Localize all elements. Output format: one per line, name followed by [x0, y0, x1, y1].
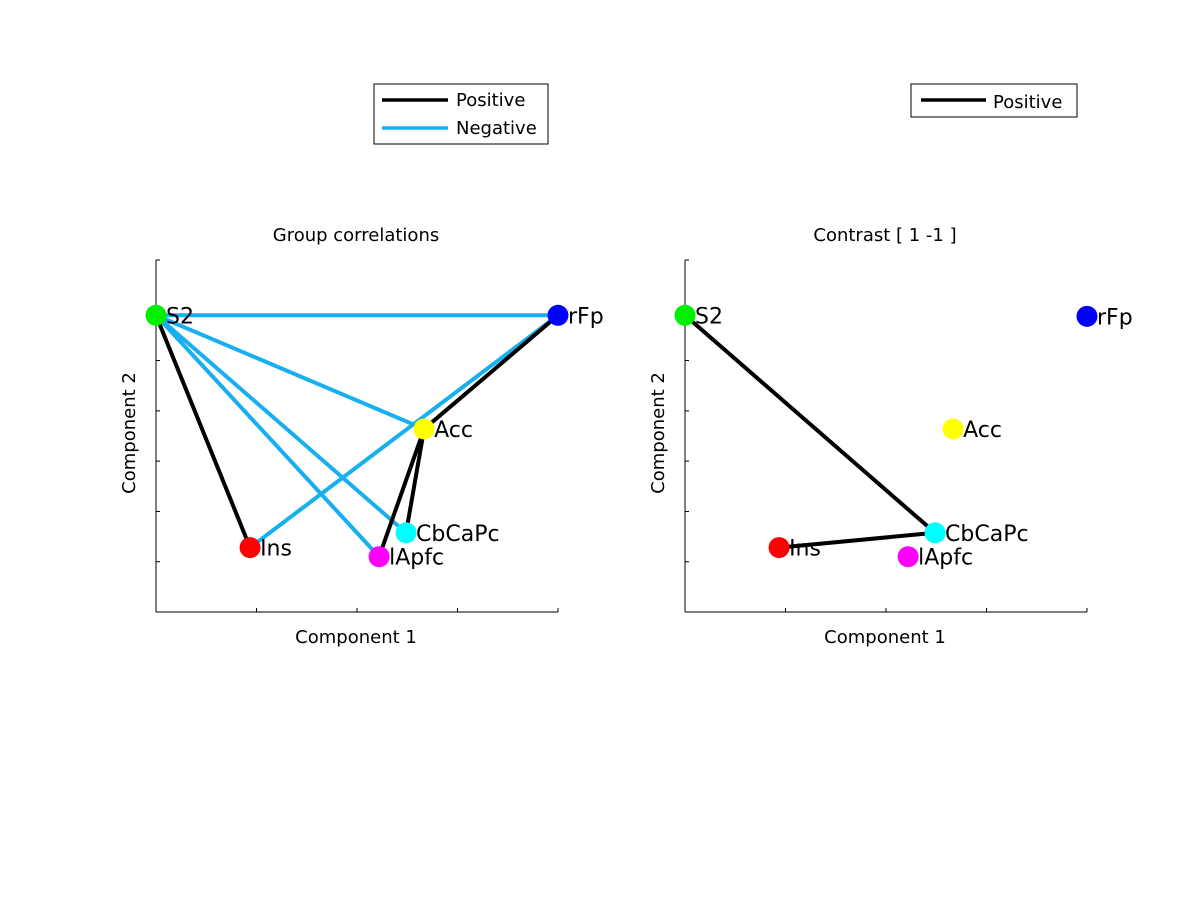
- edge-ins-cbcapc-positive: [777, 530, 938, 550]
- legend-box: [373, 83, 549, 145]
- node-ins: [768, 537, 790, 559]
- panel-title: Contrast [ 1 -1 ]: [813, 225, 956, 246]
- node-s2: [674, 304, 696, 326]
- node-lapfc: [368, 546, 390, 568]
- edge-acc-cbcapc-positive: [404, 426, 427, 535]
- node-lapfc: [897, 546, 919, 568]
- node-acc: [942, 418, 964, 440]
- node-cbcapc: [924, 522, 946, 544]
- y-axis-title: Component 2: [119, 372, 140, 494]
- x-axis-title: Component 1: [824, 627, 946, 648]
- node-rfp: [547, 304, 569, 326]
- node-label-rfp: rFp: [1097, 305, 1133, 330]
- edges-layer: [154, 313, 560, 559]
- node-label-cbcapc: CbCaPc: [945, 522, 1029, 547]
- panel-group-correlations: Group correlations S2 rFp Acc CbCaPc Ins lApf…: [119, 83, 604, 648]
- node-label-lapfc: lApfc: [389, 546, 444, 571]
- legend: Positive: [910, 83, 1078, 118]
- legend-positive-label: Positive: [993, 92, 1062, 113]
- legend-negative-label: Negative: [456, 118, 537, 139]
- edge-ins-rfp-negative: [248, 313, 560, 550]
- node-label-ins: Ins: [789, 537, 821, 562]
- node-label-rfp: rFp: [568, 304, 604, 329]
- node-label-acc: Acc: [963, 418, 1002, 443]
- node-label-ins: Ins: [260, 537, 292, 562]
- edge-s2-cbcapc-positive: [683, 313, 938, 535]
- edge-acc-lapfc-positive: [377, 426, 427, 559]
- legend: Positive Negative: [373, 83, 549, 145]
- node-acc: [413, 418, 435, 440]
- node-label-acc: Acc: [434, 418, 473, 443]
- y-axis-title: Component 2: [648, 372, 669, 494]
- edges-layer: [683, 313, 938, 550]
- edge-s2-ins-positive: [154, 313, 253, 550]
- legend-positive-label: Positive: [456, 90, 525, 111]
- edge-s2-lapfc-negative: [154, 313, 382, 559]
- node-s2: [145, 304, 167, 326]
- x-axis-title: Component 1: [295, 627, 417, 648]
- nodes-layer: S2 rFp Acc CbCaPc Ins lApfc: [674, 304, 1133, 571]
- node-label-cbcapc: CbCaPc: [416, 522, 500, 547]
- edge-rfp-acc-positive: [422, 313, 560, 431]
- panel-title: Group correlations: [273, 225, 439, 246]
- node-label-lapfc: lApfc: [918, 546, 973, 571]
- edge-s2-acc-negative: [154, 313, 427, 431]
- panel-contrast: Contrast [ 1 -1 ] S2 rFp Acc CbCaPc Ins lApfc…: [648, 83, 1133, 648]
- node-rfp: [1076, 305, 1098, 327]
- node-label-s2: S2: [695, 304, 723, 329]
- node-ins: [239, 537, 261, 559]
- node-cbcapc: [395, 522, 417, 544]
- edge-s2-cbcapc-negative: [154, 313, 409, 535]
- nodes-layer: S2 rFp Acc CbCaPc Ins lApfc: [145, 304, 604, 571]
- node-label-s2: S2: [166, 304, 194, 329]
